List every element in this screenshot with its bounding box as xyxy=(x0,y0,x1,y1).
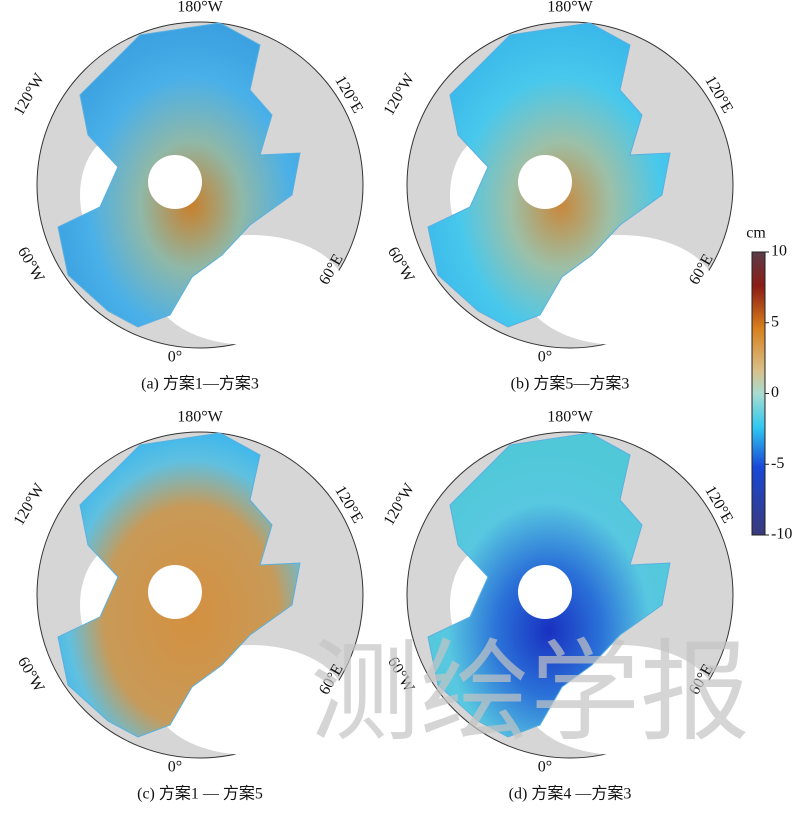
colorbar-gradient xyxy=(751,251,766,536)
longitude-label: 0° xyxy=(168,349,182,366)
longitude-label: 180°W xyxy=(177,0,223,16)
pole-hole xyxy=(148,155,202,209)
pole-hole xyxy=(518,155,572,209)
longitude-label: 180°W xyxy=(547,0,593,16)
colorbar-ticks: 10 5 0 -5 -10 xyxy=(765,243,792,543)
colorbar-tick-label: -5 xyxy=(771,455,784,472)
longitude-label: 120°W xyxy=(381,70,419,119)
colorbar: cm xyxy=(746,225,766,536)
longitude-label: 0° xyxy=(168,759,182,776)
colorbar-tick-label: 10 xyxy=(771,243,787,260)
longitude-label: 0° xyxy=(538,349,552,366)
watermark: 测绘学报 xyxy=(310,628,750,756)
longitude-label: 60°W xyxy=(14,244,48,286)
colorbar-tick-label: 5 xyxy=(771,313,779,330)
longitude-label: 120°W xyxy=(381,480,419,529)
pole-hole xyxy=(148,565,202,619)
longitude-label: 180°W xyxy=(547,409,593,426)
colorbar-tick-label: 0 xyxy=(771,384,779,401)
panel-caption: (b) 方案5—方案3 xyxy=(511,375,630,393)
longitude-label: 120°W xyxy=(11,480,49,529)
colorbar-tick-label: -10 xyxy=(771,526,792,543)
pole-hole xyxy=(518,565,572,619)
longitude-label: 120°W xyxy=(11,70,49,119)
panel-caption: (c) 方案1 — 方案5 xyxy=(137,785,263,803)
longitude-label: 180°W xyxy=(177,409,223,426)
longitude-label: 0° xyxy=(538,759,552,776)
panel-caption: (a) 方案1—方案3 xyxy=(141,375,259,393)
longitude-label: 60°W xyxy=(14,654,48,696)
longitude-label: 60°W xyxy=(384,244,418,286)
colorbar-unit: cm xyxy=(746,225,766,242)
panel-caption: (d) 方案4 —方案3 xyxy=(509,785,632,803)
